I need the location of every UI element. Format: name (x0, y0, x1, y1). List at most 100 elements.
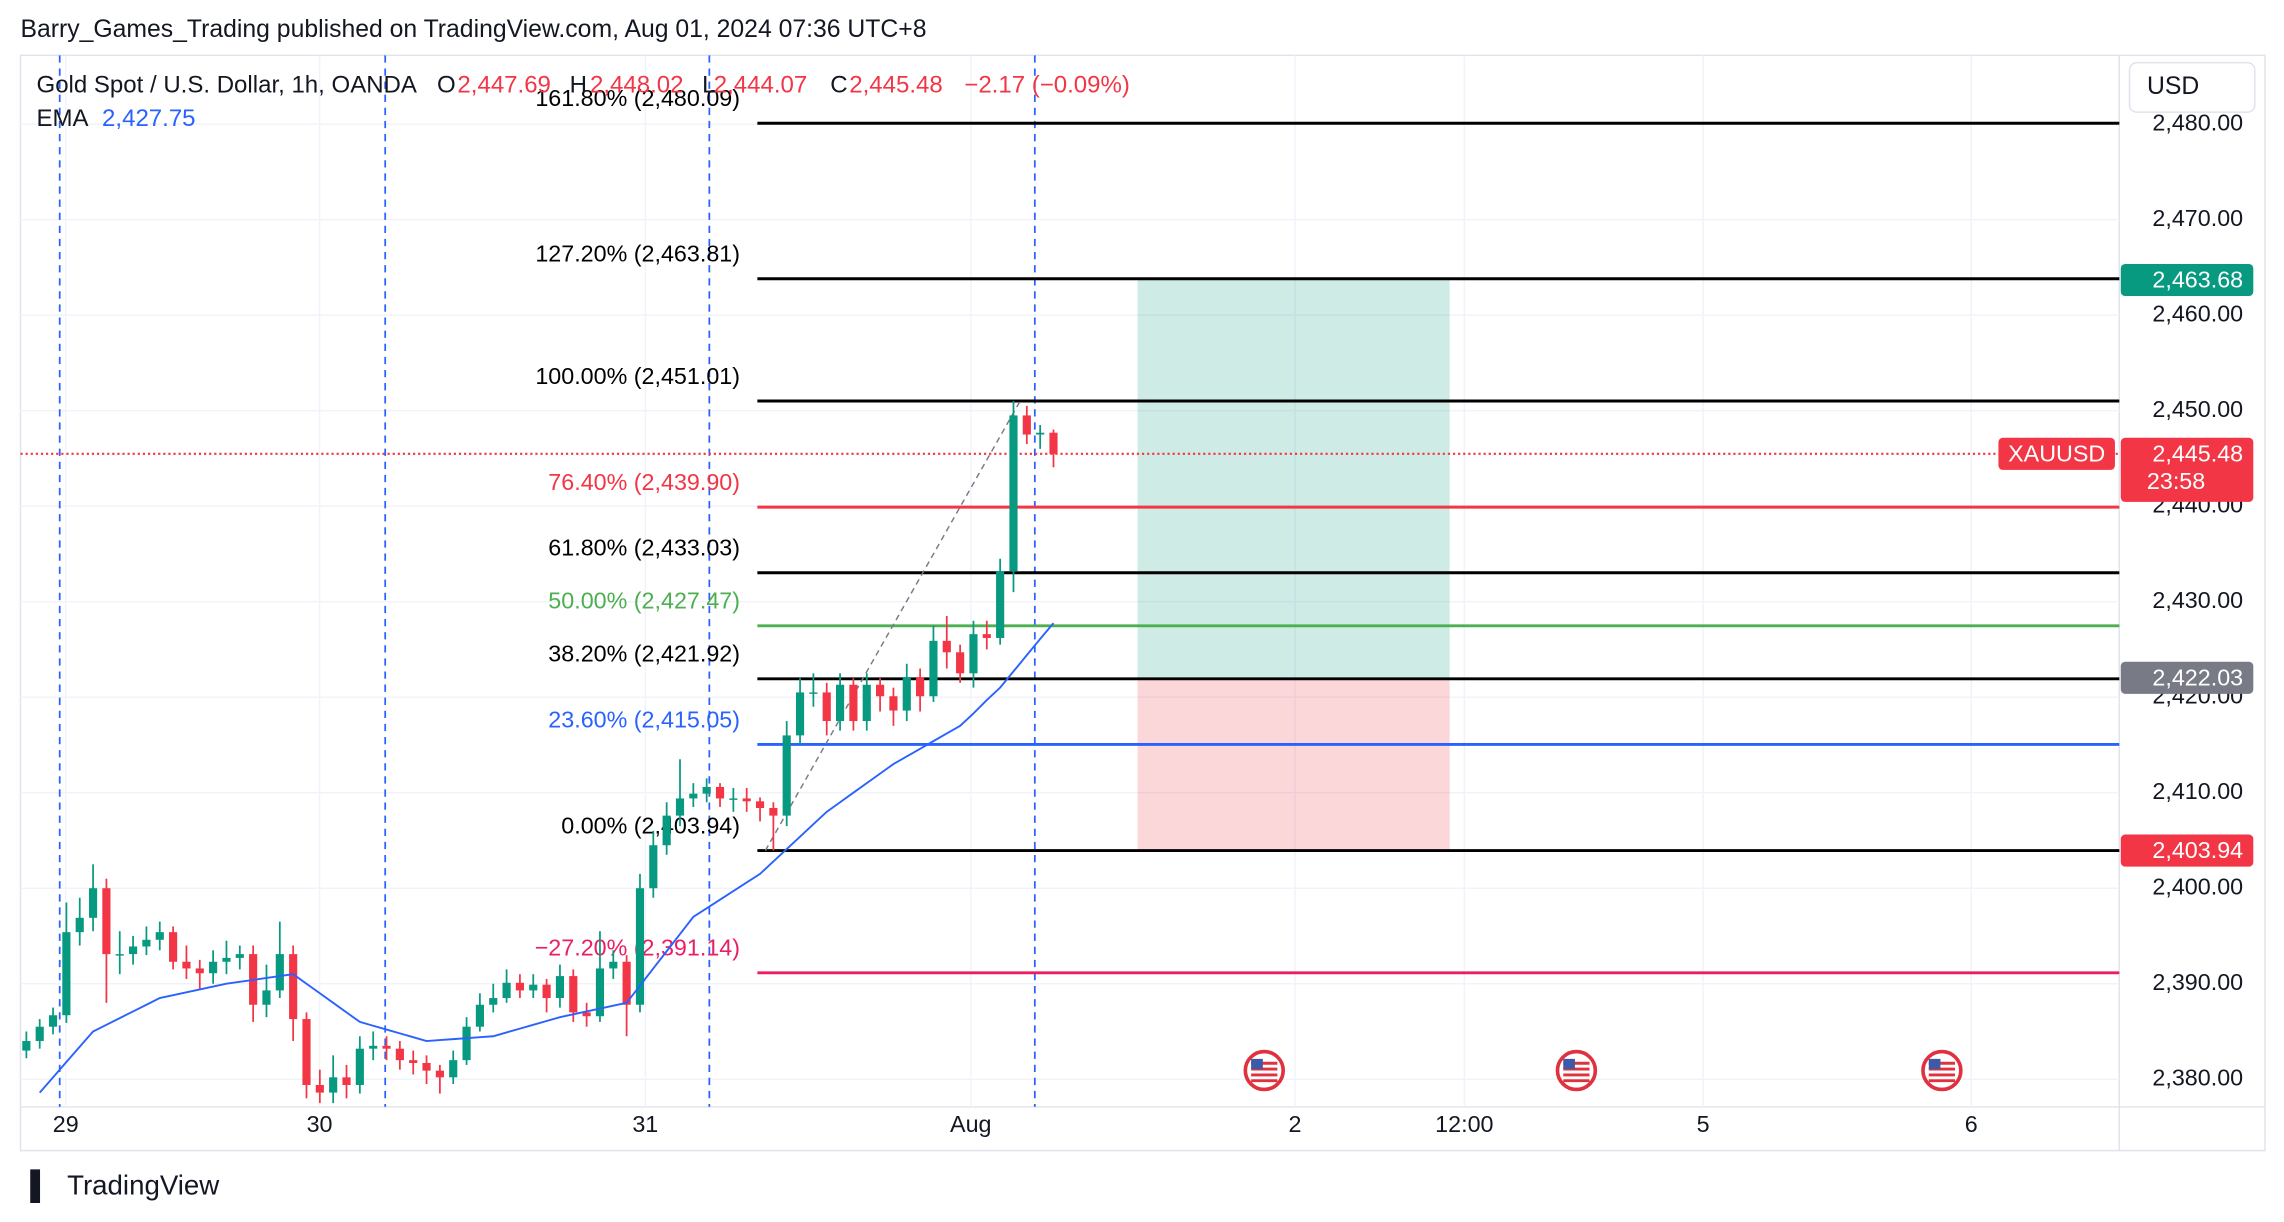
candle-body (449, 1060, 458, 1078)
candle-body (195, 968, 204, 974)
ohlc-value: 2,447.69 (457, 71, 550, 98)
candle-body (782, 735, 791, 816)
candle-body (889, 696, 898, 711)
candle-body (289, 954, 298, 1020)
target-label: 2,463.68 (2152, 267, 2243, 293)
stop-label: 2,403.94 (2152, 837, 2243, 863)
candle-body (515, 982, 525, 991)
target-box (2120, 263, 2254, 297)
candle-body (569, 976, 578, 1013)
candle-body (275, 954, 284, 991)
candle-body (555, 976, 565, 999)
candle-body (329, 1077, 338, 1093)
x-tick-label: 31 (632, 1111, 658, 1137)
logo-mark: ▐ (20, 1168, 40, 1203)
flag-canton (1251, 1058, 1263, 1070)
candle-body (929, 640, 938, 697)
candle-body (1049, 432, 1058, 454)
entry-label: 2,422.03 (2152, 664, 2243, 690)
candle-body (315, 1084, 324, 1093)
ema-line (38, 622, 1055, 1094)
candle-body (542, 984, 551, 999)
candle-body (382, 1045, 391, 1049)
candle-body (835, 684, 845, 722)
candle-body (675, 798, 685, 816)
y-tick-label: 2,460.00 (2152, 300, 2243, 326)
candle-body (529, 984, 538, 991)
fib-label: 50.00% (2,427.47) (548, 588, 740, 614)
candle-body (689, 793, 698, 799)
candle-body (222, 957, 231, 962)
symbol: Gold Spot / U.S. Dollar, 1h, OANDA (37, 71, 417, 98)
fib-label: 127.20% (2,463.81) (535, 241, 740, 267)
ema-label: EMA (37, 105, 89, 132)
candle-body (302, 1019, 311, 1085)
fib-label: 161.80% (2,480.09) (535, 85, 740, 111)
ohlc-key: L (702, 71, 715, 98)
candle-body (715, 786, 725, 799)
flag-canton (1928, 1058, 1941, 1070)
footer-logo: TradingView (67, 1169, 220, 1200)
fib-label: 76.40% (2,439.90) (548, 469, 740, 495)
candle-body (822, 692, 831, 722)
economic-event[interactable] (1243, 1049, 1286, 1092)
candle-body (209, 961, 218, 974)
candle-body (48, 1015, 58, 1027)
y-tick-label: 2,400.00 (2152, 873, 2243, 899)
candle-body (342, 1077, 351, 1085)
stop-box (2120, 834, 2254, 867)
y-tick-label: 2,480.00 (2152, 109, 2243, 135)
last-price-label: 2,445.48 (2152, 440, 2243, 466)
candle-body (729, 798, 738, 800)
entry-box (2120, 661, 2254, 694)
candle-body (622, 961, 631, 1005)
candle-body (635, 888, 645, 1005)
ohlc-value: 2,445.48 (849, 71, 942, 98)
fib-label: 61.80% (2,433.03) (548, 535, 740, 561)
candle-body (795, 692, 805, 736)
fib-label: 23.60% (2,415.05) (548, 706, 740, 732)
position-loss (1137, 677, 1450, 851)
candle-body (649, 845, 658, 889)
currency[interactable]: USD (2147, 73, 2199, 100)
symbol-label: XAUUSD (2008, 440, 2105, 466)
countdown: 23:58 (2147, 468, 2205, 494)
candle-body (129, 946, 138, 955)
candle-body (22, 1041, 31, 1051)
chart-frame (19, 54, 2266, 1152)
ohlc-key: C (830, 71, 847, 98)
candle-body (409, 1060, 418, 1064)
candle-body (235, 954, 244, 958)
x-tick-label: Aug (950, 1111, 991, 1137)
x-tick-label: 12:00 (1435, 1111, 1493, 1137)
economic-event[interactable] (1555, 1049, 1598, 1092)
candle-body (155, 932, 164, 940)
candle-body (742, 798, 751, 802)
candle-body (916, 677, 925, 697)
candle-body (755, 801, 765, 808)
change: −2.17 (−0.09%) (964, 71, 1130, 98)
candle-body (395, 1048, 404, 1061)
ohlc-key: H (570, 71, 587, 98)
candle-body (862, 684, 871, 722)
candle-body (982, 634, 991, 638)
candle-body (942, 640, 951, 653)
candle-body (1009, 415, 1018, 572)
y-tick-label: 2,450.00 (2152, 396, 2243, 422)
symbol-box (1998, 437, 2115, 470)
ohlc-value: 2,444.07 (714, 71, 807, 98)
ema-value: 2,427.75 (102, 105, 195, 132)
candle-body (769, 807, 778, 816)
x-tick-label: 29 (53, 1111, 79, 1137)
flag-canton (1563, 1058, 1575, 1070)
candle-body (996, 571, 1005, 638)
economic-event[interactable] (1921, 1049, 1963, 1092)
candle-body (369, 1045, 378, 1049)
trend-line (764, 400, 1021, 851)
x-tick-label: 6 (1965, 1111, 1978, 1137)
candle-body (475, 1004, 484, 1027)
ohlc-value: 2,448.02 (590, 71, 683, 98)
currency-button[interactable] (2128, 61, 2256, 113)
